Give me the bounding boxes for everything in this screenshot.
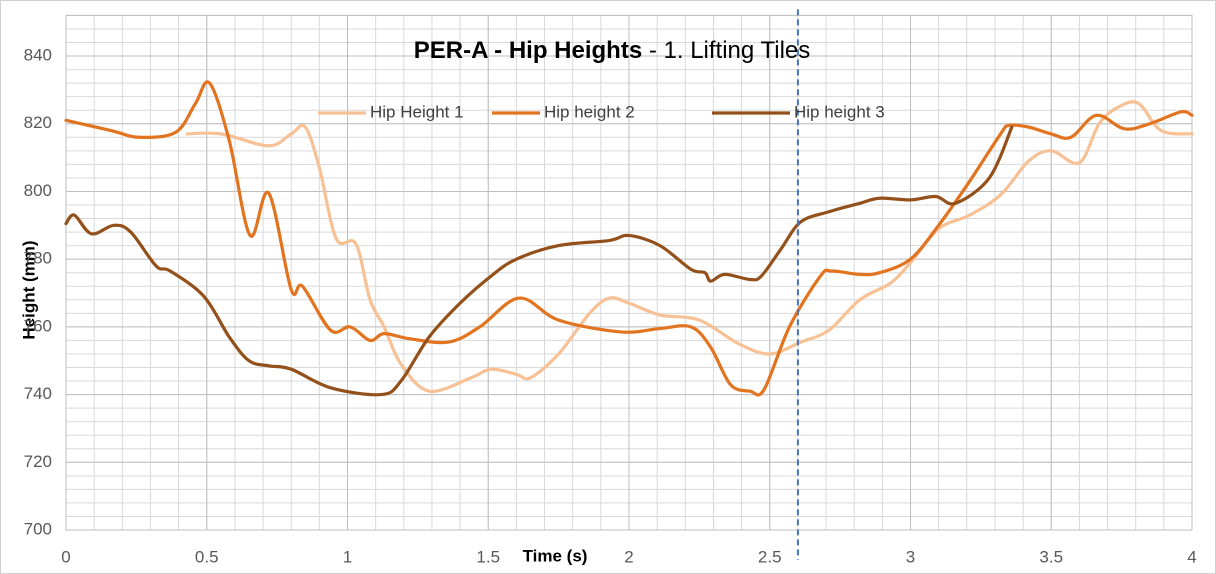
x-tick-label: 1 bbox=[343, 547, 352, 566]
legend: Hip Height 1 Hip height 2 Hip height 3 bbox=[318, 102, 885, 121]
y-tick-label: 820 bbox=[24, 113, 52, 132]
series-line bbox=[64, 125, 1014, 397]
x-tick-label: 0 bbox=[61, 547, 70, 566]
series-line bbox=[64, 80, 1194, 397]
y-tick-label: 840 bbox=[24, 46, 52, 65]
y-tick-label: 740 bbox=[24, 384, 52, 403]
y-tick-label: 720 bbox=[24, 452, 52, 471]
grid bbox=[65, 14, 1193, 531]
y-tick-label: 780 bbox=[24, 249, 52, 268]
title-rest: - 1. Lifting Tiles bbox=[649, 37, 810, 64]
y-axis-label: Height (mm) bbox=[19, 240, 38, 339]
plot bbox=[64, 9, 1194, 560]
series-line bbox=[185, 100, 1194, 394]
x-tick-label: 4 bbox=[1187, 547, 1196, 566]
legend-label: Hip height 2 bbox=[544, 102, 635, 121]
chart-title: PER-A - Hip Heights - 1. Lifting Tiles bbox=[414, 37, 811, 64]
y-tick-label: 800 bbox=[24, 181, 52, 200]
plot-border bbox=[65, 14, 1193, 531]
legend-label: Hip Height 1 bbox=[370, 102, 464, 121]
x-tick-label: 1.5 bbox=[476, 547, 500, 566]
y-tick-label: 760 bbox=[24, 316, 52, 335]
x-tick-label: 3.5 bbox=[1039, 547, 1063, 566]
y-tick-label: 700 bbox=[24, 519, 52, 538]
x-tick-label: 0.5 bbox=[195, 547, 219, 566]
x-tick-label: 2.5 bbox=[758, 547, 782, 566]
x-axis-label: Time (s) bbox=[523, 546, 588, 565]
x-tick-label: 2 bbox=[624, 547, 633, 566]
legend-label: Hip height 3 bbox=[794, 102, 885, 121]
x-tick-label: 3 bbox=[906, 547, 915, 566]
title-bold: PER-A - Hip Heights bbox=[414, 37, 642, 64]
